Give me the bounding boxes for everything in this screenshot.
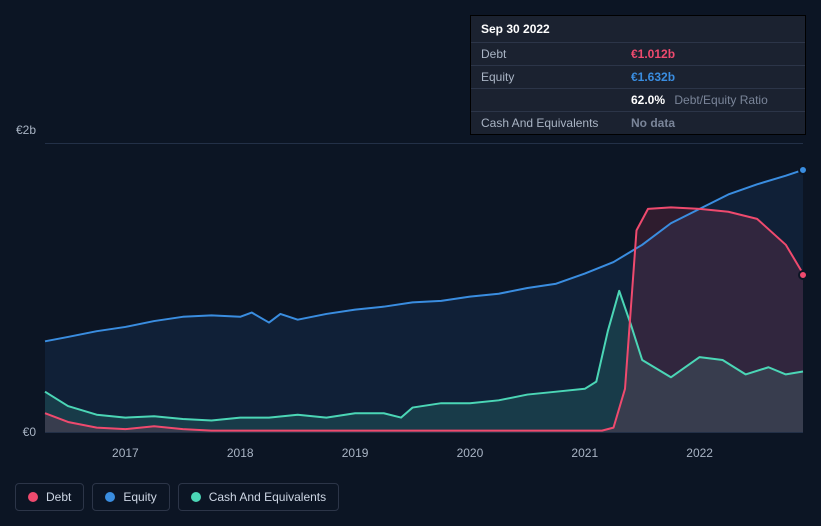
x-axis-tick: 2018	[227, 446, 254, 460]
y-axis-tick-0: €0	[23, 425, 36, 439]
y-axis-tick-2b: €2b	[16, 123, 36, 137]
x-axis-tick: 2019	[342, 446, 369, 460]
legend-label: Cash And Equivalents	[209, 490, 326, 504]
tooltip-row-equity: Equity €1.632b	[471, 66, 805, 89]
x-axis-tick: 2021	[571, 446, 598, 460]
tooltip-row-cash: Cash And Equivalents No data	[471, 112, 805, 134]
x-axis-tick: 2022	[686, 446, 713, 460]
tooltip-row-ratio: 62.0% Debt/Equity Ratio	[471, 89, 805, 112]
tooltip-value: €1.012b	[631, 47, 675, 61]
tooltip-value: €1.632b	[631, 70, 675, 84]
tooltip-label: Cash And Equivalents	[481, 116, 631, 130]
tooltip-label: Equity	[481, 70, 631, 84]
legend-swatch	[28, 492, 38, 502]
legend-label: Equity	[123, 490, 156, 504]
legend-swatch	[105, 492, 115, 502]
legend-item-equity[interactable]: Equity	[92, 483, 169, 511]
tooltip-label	[481, 93, 631, 107]
series-end-marker	[798, 270, 808, 280]
tooltip-extra: Debt/Equity Ratio	[674, 93, 767, 107]
chart-svg	[45, 144, 803, 432]
tooltip-row-debt: Debt €1.012b	[471, 43, 805, 66]
legend-item-cash[interactable]: Cash And Equivalents	[178, 483, 339, 511]
tooltip-date: Sep 30 2022	[471, 16, 805, 43]
tooltip-value: No data	[631, 116, 675, 130]
x-axis: 2017 2018 2019 2020 2021 2022	[45, 446, 803, 466]
legend-swatch	[191, 492, 201, 502]
legend-label: Debt	[46, 490, 71, 504]
chart-plot-area[interactable]	[45, 143, 803, 433]
x-axis-tick: 2017	[112, 446, 139, 460]
series-end-marker	[798, 165, 808, 175]
chart-legend: Debt Equity Cash And Equivalents	[15, 483, 339, 511]
tooltip-label: Debt	[481, 47, 631, 61]
x-axis-tick: 2020	[457, 446, 484, 460]
tooltip-value: 62.0%	[631, 93, 665, 107]
legend-item-debt[interactable]: Debt	[15, 483, 84, 511]
chart-tooltip: Sep 30 2022 Debt €1.012b Equity €1.632b …	[470, 15, 806, 135]
